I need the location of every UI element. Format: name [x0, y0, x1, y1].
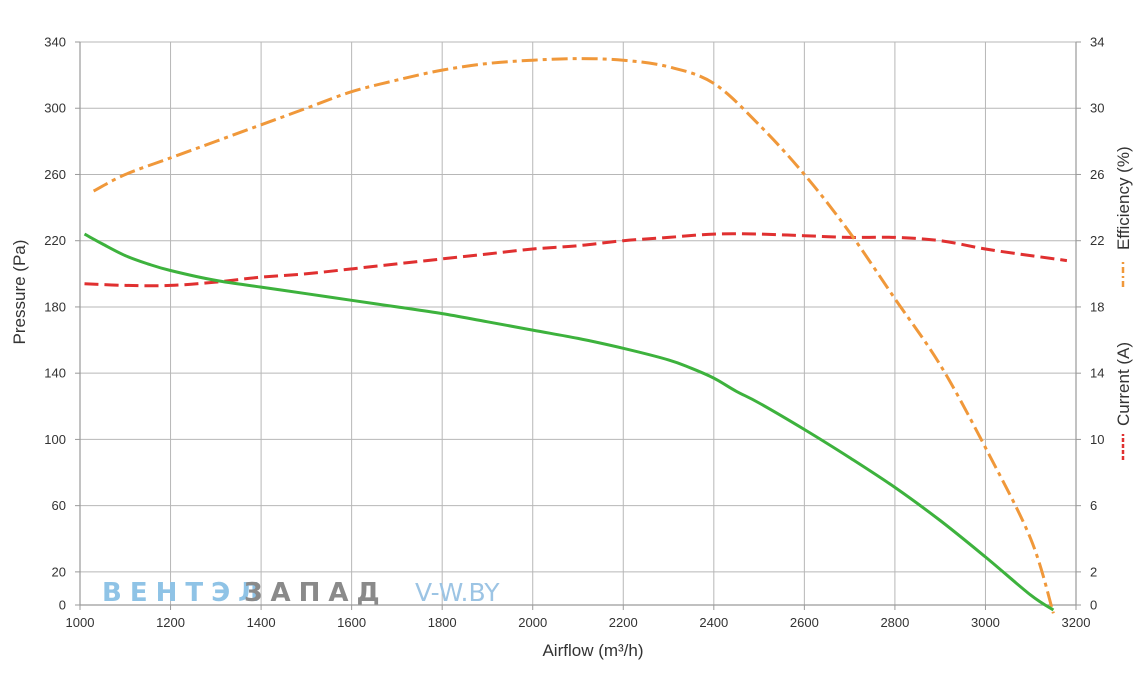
efficiency-legend: Efficiency (%)	[1114, 146, 1133, 287]
secondary-axis-titles: Efficiency (%) Current (A)	[1114, 146, 1133, 460]
x-tick-label: 2400	[699, 615, 728, 630]
x-tick-label: 2600	[790, 615, 819, 630]
y2-tick-label: 2	[1090, 564, 1097, 579]
y-axis-title: Pressure (Pa)	[10, 240, 29, 345]
x-tick-label: 2800	[880, 615, 909, 630]
y-tick-label: 100	[44, 432, 66, 447]
y2-tick-label: 6	[1090, 498, 1097, 513]
y-tick-label: 60	[52, 498, 66, 513]
y-tick-label: 220	[44, 233, 66, 248]
y-tick-label: 300	[44, 101, 66, 116]
x-tick-label: 1200	[156, 615, 185, 630]
y-tick-label: 180	[44, 299, 66, 314]
x-tick-label: 1400	[247, 615, 276, 630]
x-tick-label: 3200	[1062, 615, 1091, 630]
y2-tick-label: 10	[1090, 432, 1104, 447]
watermark: ВЕНТЭЛ ЗАПАД V-W.BY	[102, 578, 500, 608]
data-series	[83, 57, 1068, 614]
current-legend: Current (A)	[1114, 342, 1133, 460]
x-tick-label: 1000	[66, 615, 95, 630]
x-axis-title: Airflow (m³/h)	[542, 641, 643, 660]
y-tick-label: 20	[52, 564, 66, 579]
y-tick-label: 140	[44, 366, 66, 381]
y2-tick-label: 30	[1090, 101, 1104, 116]
series-line-pressure	[83, 232, 1055, 612]
y-tick-label: 260	[44, 167, 66, 182]
y2-tick-label: 0	[1090, 598, 1097, 613]
series-line-efficiency	[92, 57, 1055, 614]
y2-axis-title-efficiency: Efficiency (%)	[1114, 146, 1133, 250]
x-tick-label: 3000	[971, 615, 1000, 630]
y2-axis-title-current: Current (A)	[1114, 342, 1133, 426]
tick-labels: 1000 1200 1400 1600 1800 2000 2200 2400 2600 2800…	[44, 35, 1104, 631]
y-tick-label: 340	[44, 35, 66, 50]
y2-tick-label: 26	[1090, 167, 1104, 182]
x-tick-label: 2000	[518, 615, 547, 630]
y-tick-label: 0	[59, 598, 66, 613]
y2-tick-label: 34	[1090, 35, 1104, 50]
y2-tick-label: 18	[1090, 299, 1104, 314]
watermark-brand-part2: ЗАПАД	[244, 578, 388, 608]
y2-tick-label: 22	[1090, 233, 1104, 248]
gridlines	[79, 41, 1077, 606]
y2-tick-label: 14	[1090, 366, 1104, 381]
series-line-current	[84, 232, 1068, 288]
watermark-site: V-W.BY	[415, 578, 500, 607]
watermark-brand-part1: ВЕНТЭЛ	[102, 578, 268, 608]
x-tick-label: 1600	[337, 615, 366, 630]
x-tick-label: 2200	[609, 615, 638, 630]
axes	[75, 41, 1081, 610]
x-tick-label: 1800	[428, 615, 457, 630]
